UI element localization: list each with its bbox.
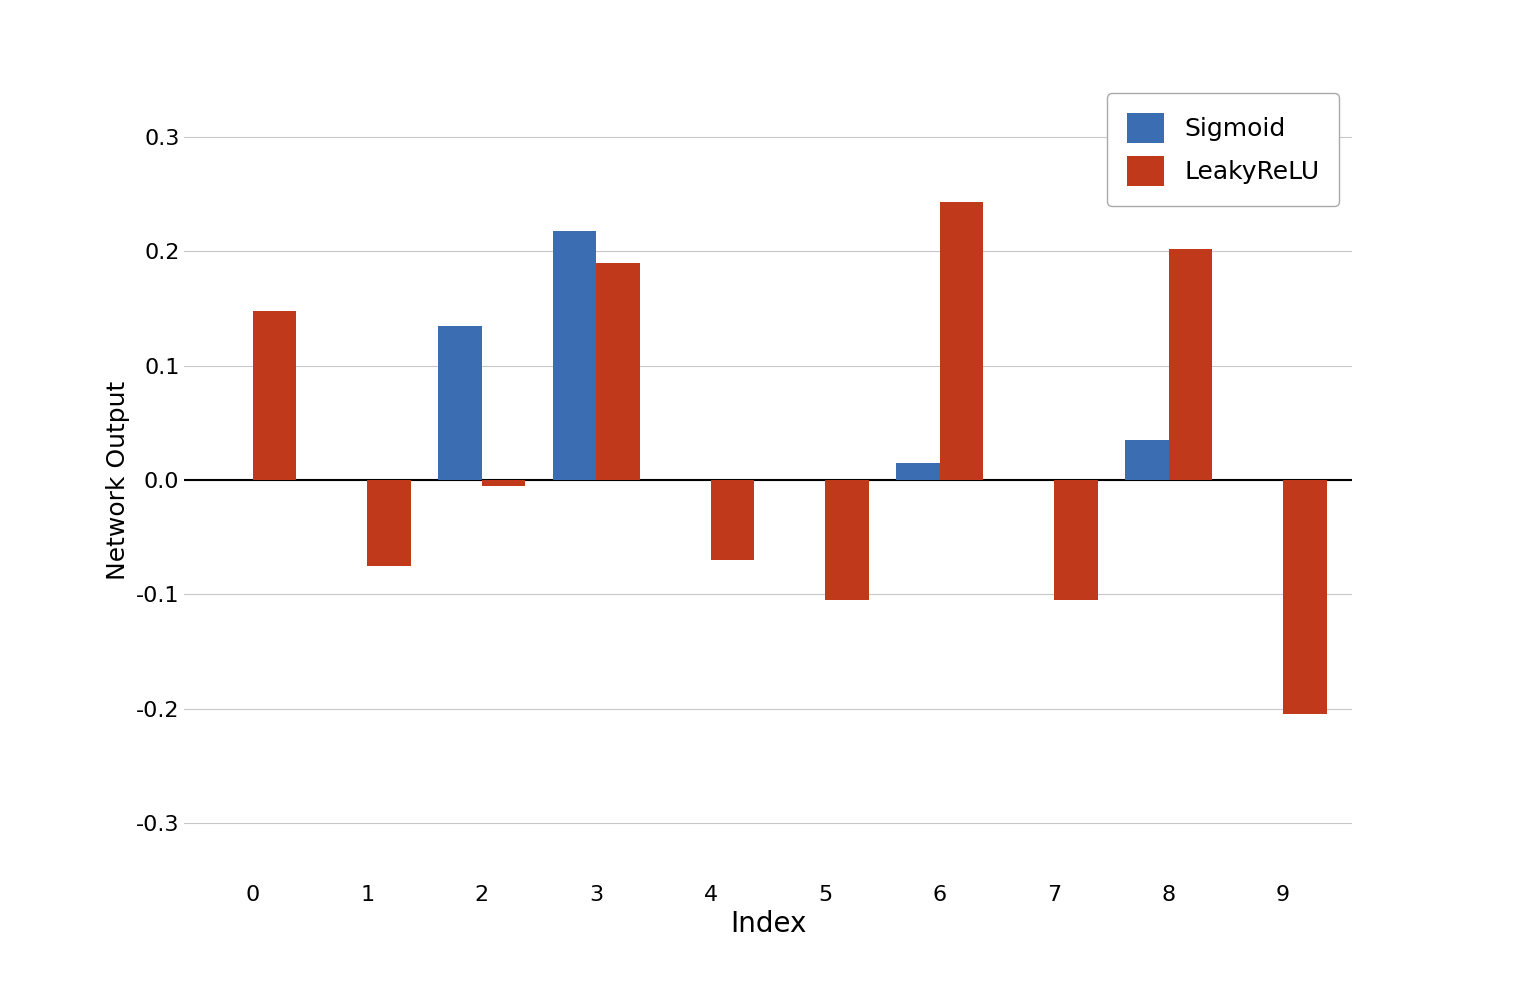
Bar (482, 480, 525, 486)
Bar (367, 480, 412, 566)
Bar (940, 202, 983, 480)
Y-axis label: Network Output: Network Output (106, 380, 131, 580)
Bar (438, 326, 482, 480)
Legend: Sigmoid, LeakyReLU: Sigmoid, LeakyReLU (1106, 93, 1339, 206)
Bar (895, 463, 940, 480)
Bar (1169, 249, 1212, 480)
Bar (1124, 440, 1169, 480)
Bar (1283, 480, 1327, 714)
Bar (253, 311, 296, 480)
X-axis label: Index: Index (730, 910, 806, 938)
Bar (825, 480, 869, 600)
Bar (553, 231, 596, 480)
Bar (1054, 480, 1098, 600)
Bar (711, 480, 754, 560)
Bar (596, 263, 641, 480)
